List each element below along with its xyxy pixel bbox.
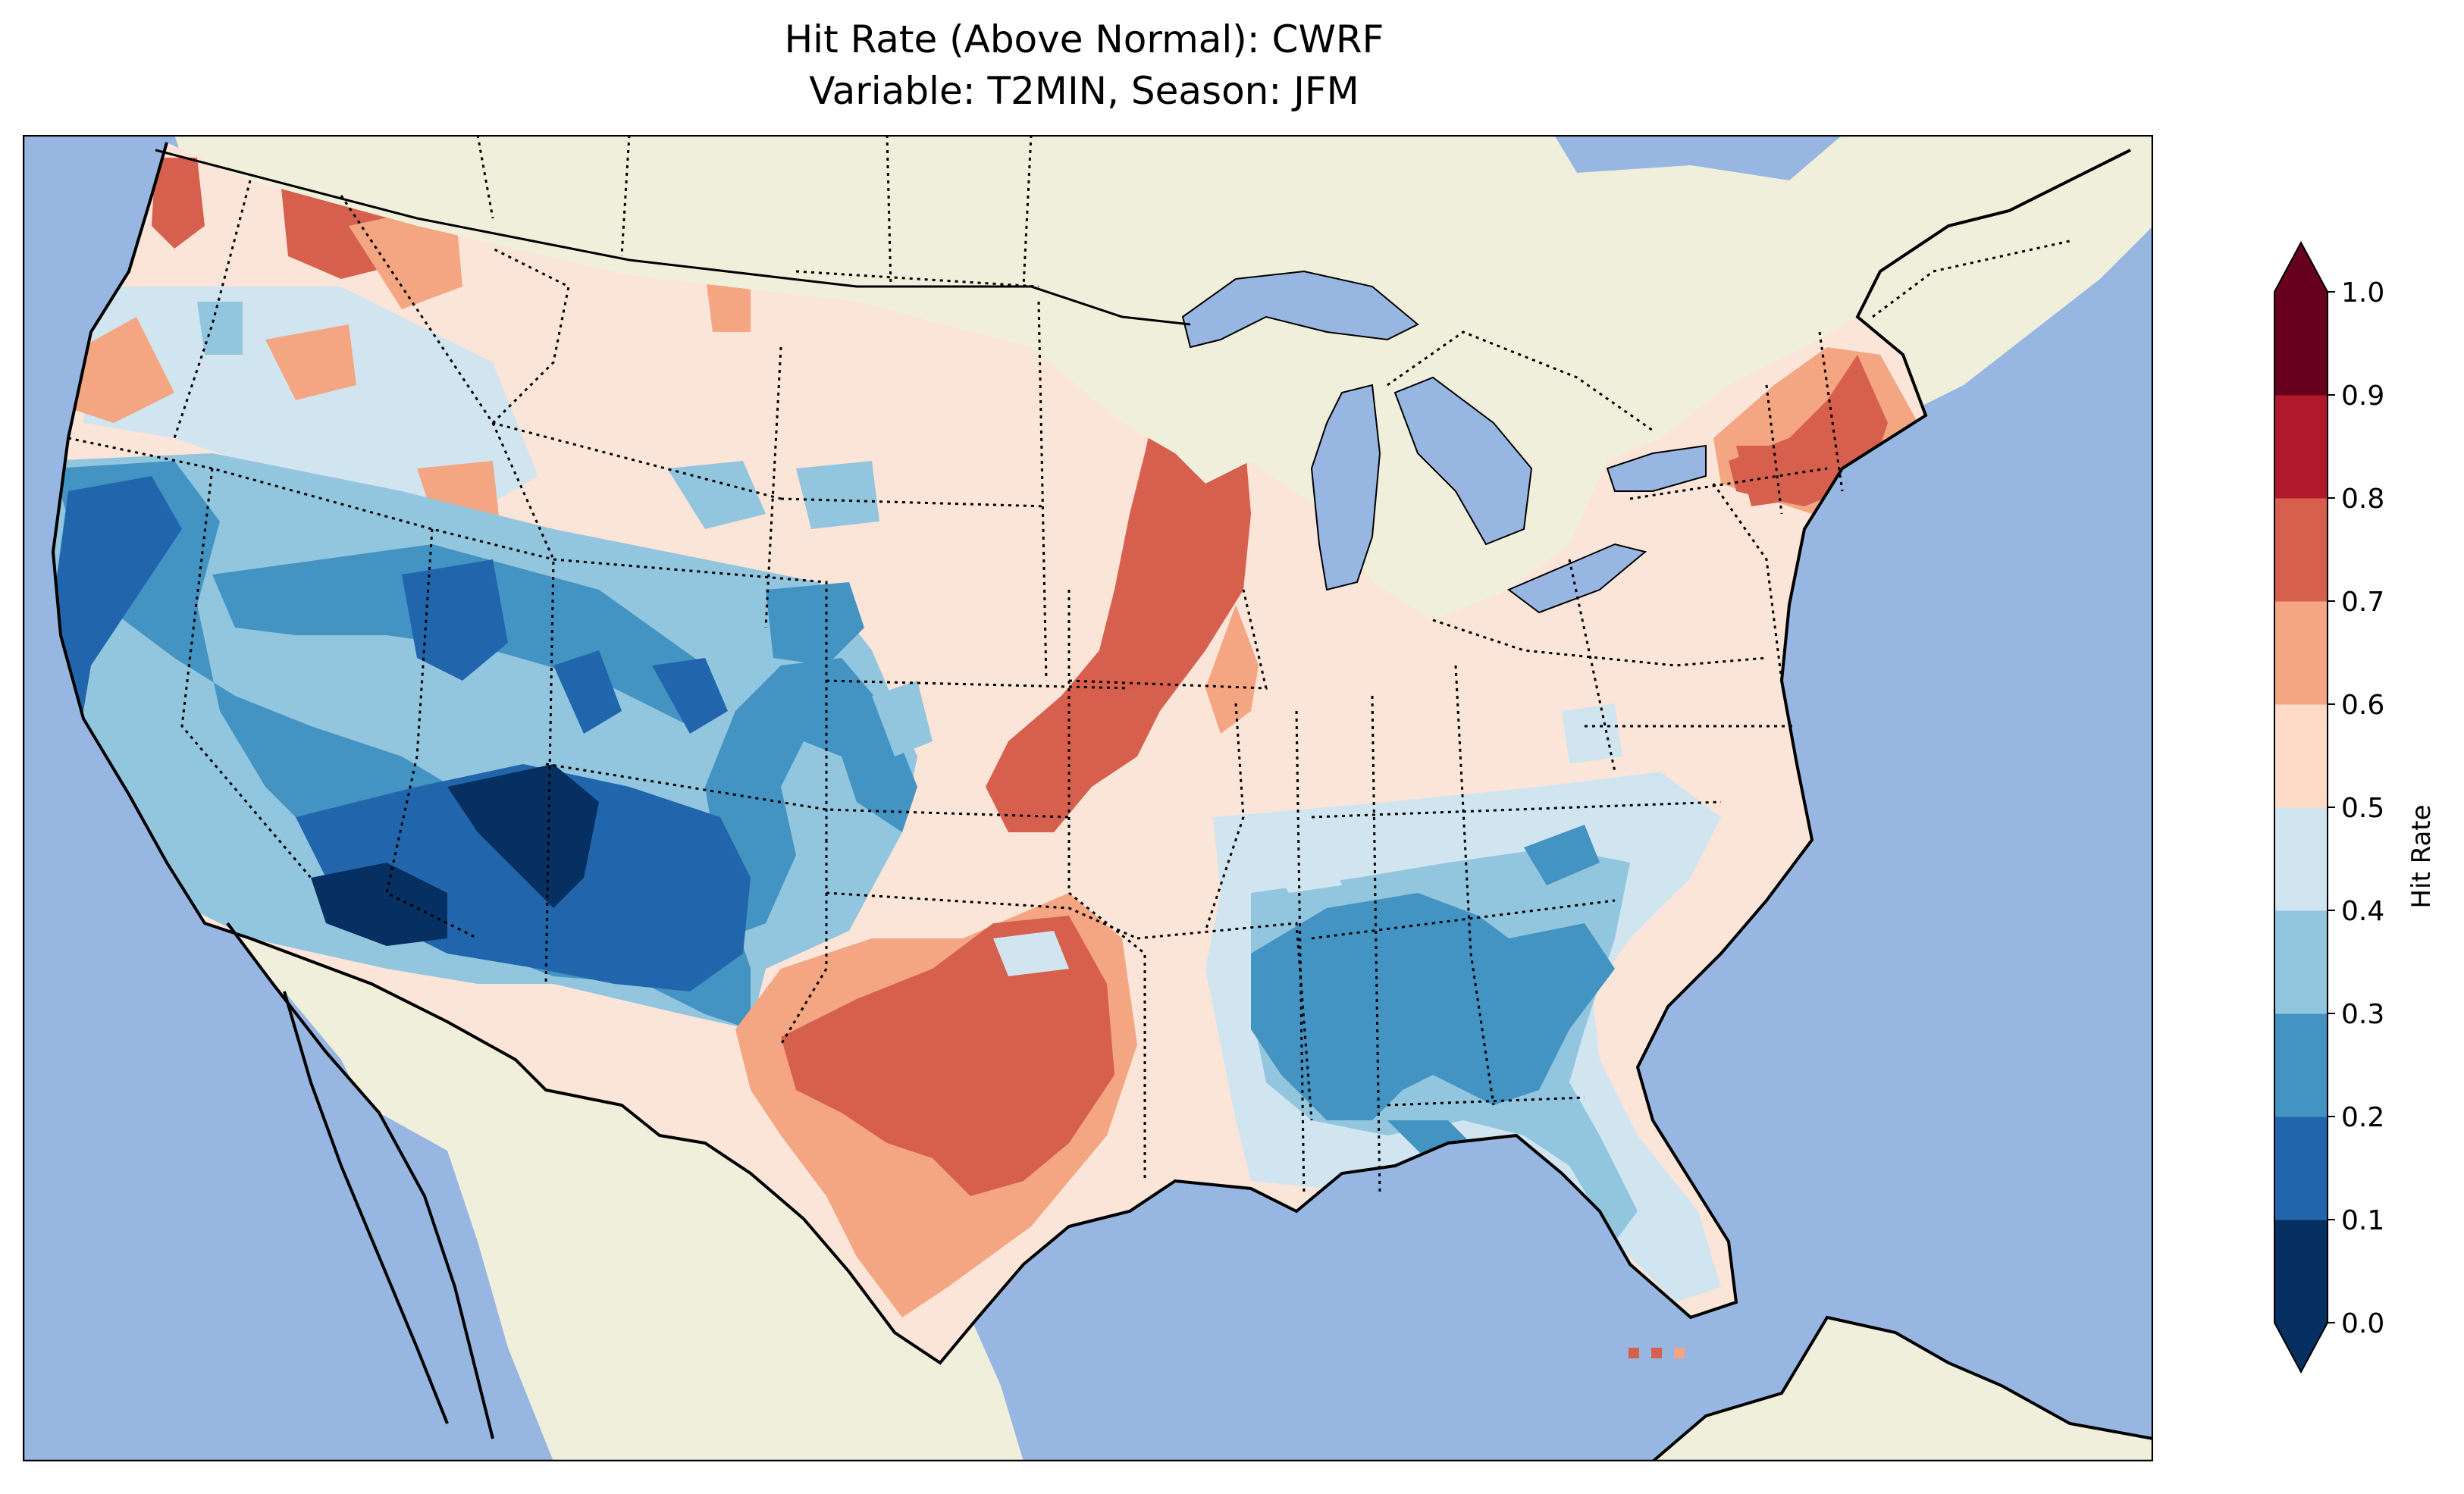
colorbar-tick-label: 0.6 [2341, 690, 2384, 721]
map-title-line2: Variable: T2MIN, Season: JFM [809, 69, 1359, 113]
canada-land [174, 135, 2153, 635]
colorbar-tick-label: 0.1 [2341, 1205, 2384, 1236]
colorbar-bin [2274, 1117, 2328, 1220]
colorbar-tick-label: 0.7 [2341, 587, 2384, 618]
map-frame [23, 135, 2153, 1461]
map-title-line1: Hit Rate (Above Normal): CWRF [784, 17, 1384, 61]
colorbar-tick-label: 1.0 [2341, 277, 2384, 309]
gulf-of-california [284, 991, 470, 1424]
colorbar-bin [2274, 498, 2328, 602]
hit-rate-map [23, 135, 2153, 1461]
colorbar-over-extension [2274, 243, 2328, 292]
colorbar-tick-label: 0.5 [2341, 793, 2384, 824]
colorbar-bin [2274, 601, 2328, 705]
us-canada-border [155, 149, 1191, 326]
colorbar-tick-label: 0.2 [2341, 1102, 2384, 1133]
colorbar-bin [2274, 807, 2328, 911]
colorbar-bin [2274, 704, 2328, 808]
us-coastline [51, 142, 2131, 1365]
colorbar-label: Hit Rate [2406, 804, 2434, 908]
baja-coastline [226, 922, 494, 1439]
lake-superior [1181, 270, 1419, 349]
colorbar-bins [2274, 240, 2328, 1374]
lake-michigan [1310, 384, 1381, 591]
colorbar-bin [2274, 292, 2328, 396]
colorbar-under-extension [2274, 1323, 2328, 1372]
mexico-land [227, 923, 1024, 1461]
colorbar-bin [2274, 1013, 2328, 1117]
lake-erie [1507, 543, 1647, 614]
keys-mark-3 [1674, 1348, 1685, 1358]
great-lakes [1181, 270, 1707, 614]
keys-mark-2 [1651, 1348, 1662, 1358]
keys-mark-1 [1629, 1348, 1639, 1358]
colorbar-ticks: 0.0 0.1 0.2 0.3 0.4 0.5 0.6 0.7 0.8 0.9 1.0 [2328, 277, 2384, 1339]
colorbar-bin [2274, 395, 2328, 499]
canada-internal-borders [476, 135, 2071, 432]
state-borders [67, 180, 1844, 1197]
cuba-land [1650, 1315, 2153, 1461]
colorbar: 0.0 0.1 0.2 0.3 0.4 0.5 0.6 0.7 0.8 0.9 1.0 Hit Ra… [2274, 240, 2434, 1374]
colorbar-tick-label: 0.9 [2341, 381, 2384, 412]
colorbar-bin [2274, 910, 2328, 1014]
colorbar-tick-label: 0.3 [2341, 999, 2384, 1030]
colorbar-tick-label: 0.0 [2341, 1308, 2384, 1339]
lake-huron [1393, 376, 1533, 546]
colorbar-bin [2274, 1220, 2328, 1323]
colorbar-tick-label: 0.4 [2341, 896, 2384, 927]
lake-ontario [1606, 444, 1707, 492]
colorbar-tick-label: 0.8 [2341, 484, 2384, 515]
